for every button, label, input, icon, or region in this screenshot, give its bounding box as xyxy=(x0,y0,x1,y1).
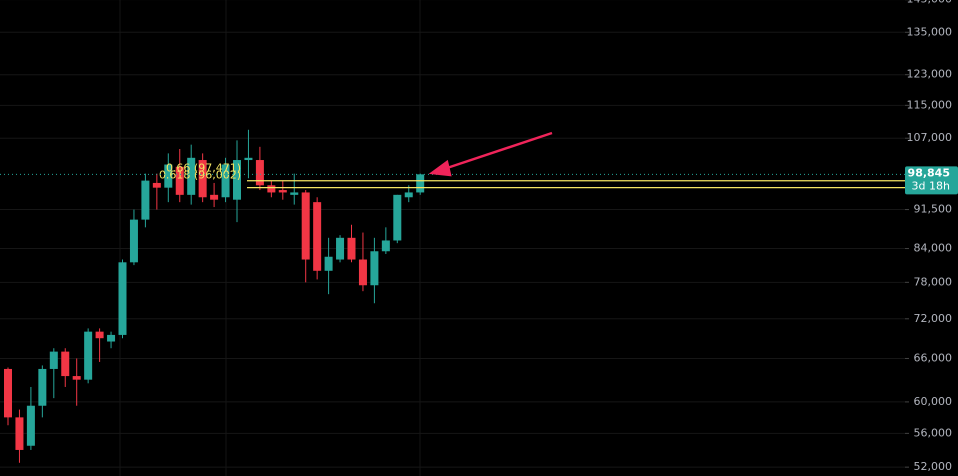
candle-body xyxy=(233,160,241,200)
candle-body xyxy=(95,331,104,339)
candle-body xyxy=(210,194,219,200)
candle-body xyxy=(129,219,138,263)
candle-body xyxy=(381,240,390,252)
y-tick-label: 123,000 xyxy=(907,68,953,81)
candle-body xyxy=(152,182,161,188)
candle-body xyxy=(198,160,207,198)
countdown-label: 3d 18h xyxy=(912,179,950,192)
candle-body xyxy=(15,417,24,450)
y-tick-label: 135,000 xyxy=(907,25,953,38)
candle-body xyxy=(164,164,173,188)
y-tick-label: 91,500 xyxy=(914,203,953,216)
y-tick-label: 56,000 xyxy=(914,426,953,439)
candle-body xyxy=(118,262,127,335)
y-tick-label: 66,000 xyxy=(914,351,953,364)
candle-body xyxy=(72,376,81,380)
last-price-label: 98,845 xyxy=(908,166,950,179)
candle-body xyxy=(49,351,58,369)
candle-body xyxy=(255,160,264,186)
candle-body xyxy=(84,331,93,380)
candle-body xyxy=(4,368,12,418)
candle-body xyxy=(278,190,287,193)
candle-body xyxy=(38,368,47,406)
candle-body xyxy=(26,405,35,446)
y-tick-label: 107,000 xyxy=(907,131,953,144)
annotation-arrow xyxy=(428,131,553,177)
candle-body xyxy=(141,180,150,220)
level-label: 0.66 (97,471) xyxy=(166,162,241,175)
y-tick-label: 145,000 xyxy=(907,0,953,6)
candle-body xyxy=(370,251,379,286)
candle-body xyxy=(107,334,116,342)
arrow-shaft xyxy=(443,131,553,171)
arrow-head xyxy=(428,159,452,177)
candle-body xyxy=(175,166,184,195)
last-price-box xyxy=(905,166,958,195)
candle-body xyxy=(324,256,333,271)
grid-vertical xyxy=(119,0,421,476)
candle-body xyxy=(301,192,310,260)
y-tick-label: 84,000 xyxy=(914,242,953,255)
candle-body xyxy=(221,164,230,198)
level-label: 0.618 (96,002) xyxy=(159,169,241,182)
candle-body xyxy=(290,192,299,195)
candle-body xyxy=(61,351,70,377)
candle-body xyxy=(267,185,276,193)
candle-body xyxy=(393,194,402,241)
candle-body xyxy=(347,237,356,260)
y-tick-label: 52,000 xyxy=(914,460,953,473)
y-tick-label: 60,000 xyxy=(914,395,953,408)
candle-body xyxy=(244,157,253,161)
candle-body xyxy=(404,192,413,198)
y-tick-label: 72,000 xyxy=(914,312,953,325)
candle-body xyxy=(313,202,322,271)
candle-body xyxy=(336,237,345,260)
candle-body xyxy=(358,259,367,286)
candle-body xyxy=(187,157,196,195)
y-tick-label: 78,000 xyxy=(914,275,953,288)
y-tick-label: 115,000 xyxy=(907,98,953,111)
candle-body xyxy=(416,174,425,193)
